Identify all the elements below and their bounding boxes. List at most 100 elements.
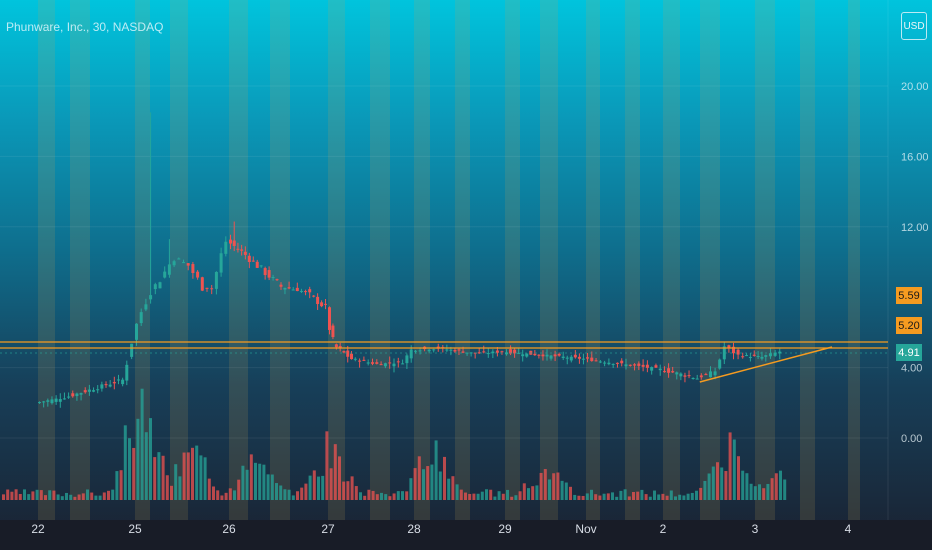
volume-bar: [107, 490, 110, 500]
session-band: [135, 0, 150, 520]
session-band: [414, 0, 430, 520]
volume-bar: [228, 488, 232, 500]
volume-bar: [90, 492, 94, 500]
volume-bar: [485, 489, 488, 500]
volume-bar: [132, 447, 136, 500]
volume-bar: [220, 495, 224, 500]
volume-bar: [552, 473, 556, 500]
candle-body: [243, 251, 247, 255]
session-band: [270, 0, 290, 520]
candle-body: [760, 356, 764, 359]
volume-bar: [598, 495, 602, 500]
candle-body: [654, 365, 658, 368]
candle-body: [104, 384, 108, 386]
volume-bar: [745, 473, 749, 500]
candle-body: [683, 375, 687, 377]
candle-body: [491, 351, 495, 354]
candle-body: [565, 357, 569, 359]
volume-bar: [657, 494, 661, 500]
volume-bar: [434, 440, 438, 500]
candle-body: [324, 303, 328, 305]
volume-bar: [174, 464, 178, 500]
candle-body: [255, 261, 259, 268]
candle-body: [557, 353, 561, 356]
candle-body: [695, 378, 699, 380]
volume-bar: [149, 418, 152, 500]
session-band: [540, 0, 558, 520]
volume-bar: [707, 473, 711, 500]
candle-body: [586, 357, 589, 359]
candle-body: [658, 368, 662, 371]
candle-body: [210, 288, 214, 290]
volume-bar: [661, 493, 665, 500]
candle-body: [615, 362, 619, 364]
candle-body: [46, 400, 50, 402]
volume-bar: [262, 464, 266, 500]
volume-bar: [44, 495, 47, 500]
candle-body: [590, 357, 594, 362]
candle-body: [773, 352, 777, 356]
volume-bar: [153, 457, 157, 500]
volume-bar: [39, 490, 43, 500]
candle-body: [338, 346, 342, 349]
volume-bar: [703, 480, 707, 500]
session-band: [170, 0, 188, 520]
candle-body: [553, 354, 557, 357]
candle-body: [366, 362, 370, 364]
volume-bar: [611, 492, 614, 500]
volume-bar: [73, 496, 77, 500]
price-tag-lower-level: 5.20: [896, 317, 922, 334]
candle-body: [130, 343, 134, 357]
volume-bar: [535, 485, 539, 500]
candle-body: [561, 356, 565, 358]
candle-body: [396, 361, 400, 363]
volume-bar: [275, 483, 278, 500]
currency-button[interactable]: USD: [901, 12, 927, 40]
candle-body: [291, 289, 295, 291]
candle-body: [371, 362, 374, 364]
session-band: [800, 0, 815, 520]
volume-bar: [136, 418, 140, 500]
volume-bar: [186, 452, 190, 500]
volume-bar: [60, 496, 64, 500]
session-band: [455, 0, 470, 520]
candle-body: [513, 349, 517, 354]
volume-bar: [296, 491, 299, 500]
volume-bar: [455, 484, 459, 500]
candle-body: [453, 350, 457, 352]
candle-body: [778, 351, 782, 354]
session-band: [755, 0, 775, 520]
volume-bar: [758, 484, 761, 500]
candle-body: [58, 399, 62, 402]
volume-bar: [14, 489, 18, 500]
volume-bar: [514, 495, 518, 500]
volume-bar: [102, 492, 106, 500]
volume-bar: [157, 452, 161, 500]
volume-bar: [304, 483, 308, 500]
volume-bar: [594, 494, 598, 500]
candle-body: [691, 378, 695, 380]
volume-bar: [279, 485, 283, 500]
candle-body: [709, 371, 712, 378]
volume-bar: [18, 493, 22, 500]
candle-body: [594, 360, 598, 362]
volume-bar: [354, 486, 358, 500]
volume-bar: [728, 432, 732, 500]
candle-body: [457, 349, 461, 351]
candle-body: [675, 372, 679, 375]
volume-bar: [543, 469, 547, 500]
volume-bar: [371, 490, 375, 500]
price-tag-upper-level: 5.59: [896, 287, 922, 304]
candle-body: [517, 352, 521, 354]
candle-body: [346, 350, 350, 357]
volume-bar: [422, 469, 425, 500]
y-tick-label: 16.00: [901, 151, 929, 163]
volume-bar: [396, 491, 400, 500]
volume-bar: [632, 492, 635, 500]
volume-bar: [216, 490, 220, 500]
x-tick-label: 22: [31, 522, 45, 536]
volume-bar: [367, 489, 371, 500]
candle-body: [144, 304, 148, 310]
volume-bar: [241, 465, 245, 500]
